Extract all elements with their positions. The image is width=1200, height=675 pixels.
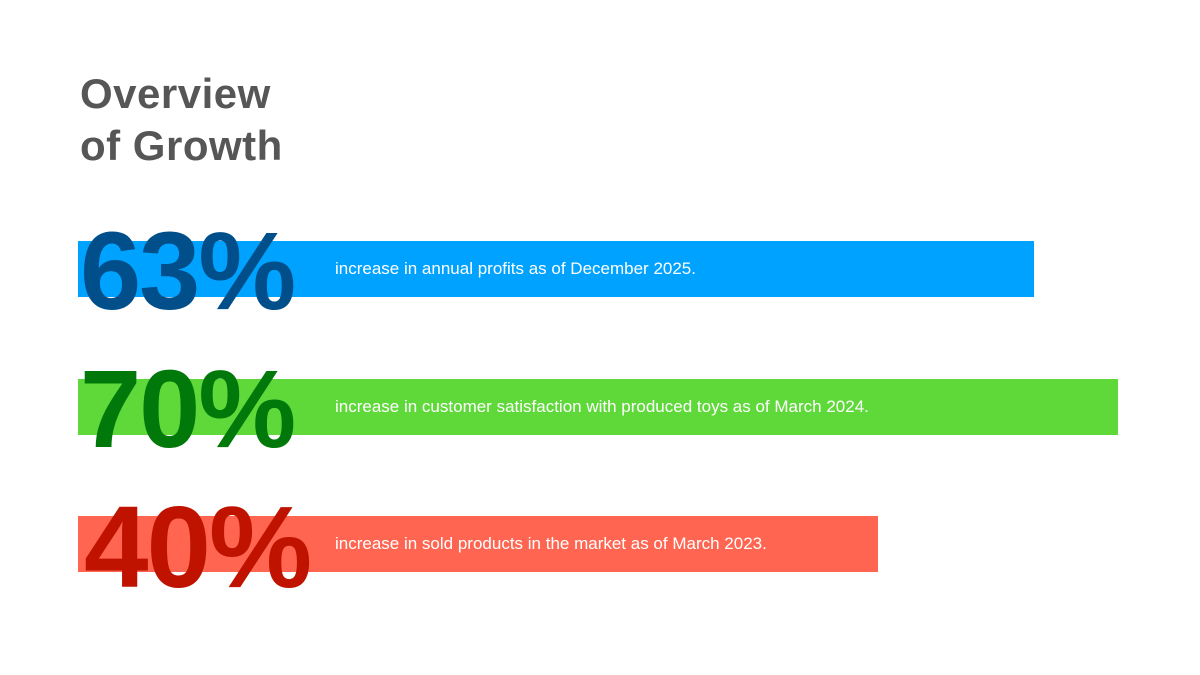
title-line-1: Overview bbox=[80, 70, 271, 117]
stat-value: 70% bbox=[80, 348, 296, 471]
stat-description: increase in customer satisfaction with p… bbox=[335, 397, 869, 416]
stat-row-sales: 40% increase in sold products in the mar… bbox=[78, 489, 878, 605]
stat-value: 63% bbox=[80, 210, 296, 333]
title-line-2: of Growth bbox=[80, 122, 283, 169]
stat-value: 40% bbox=[84, 482, 312, 612]
stat-row-satisfaction: 70% increase in customer satisfaction wi… bbox=[78, 355, 1118, 465]
stat-bar bbox=[78, 379, 1118, 435]
stat-description: increase in sold products in the market … bbox=[335, 534, 767, 553]
stat-row-profits: 63% increase in annual profits as of Dec… bbox=[78, 217, 1034, 327]
stat-bar bbox=[78, 241, 1034, 297]
slide-title: Overview of Growth bbox=[80, 68, 283, 172]
stat-description: increase in annual profits as of Decembe… bbox=[335, 259, 696, 278]
stat-bar bbox=[78, 516, 878, 572]
